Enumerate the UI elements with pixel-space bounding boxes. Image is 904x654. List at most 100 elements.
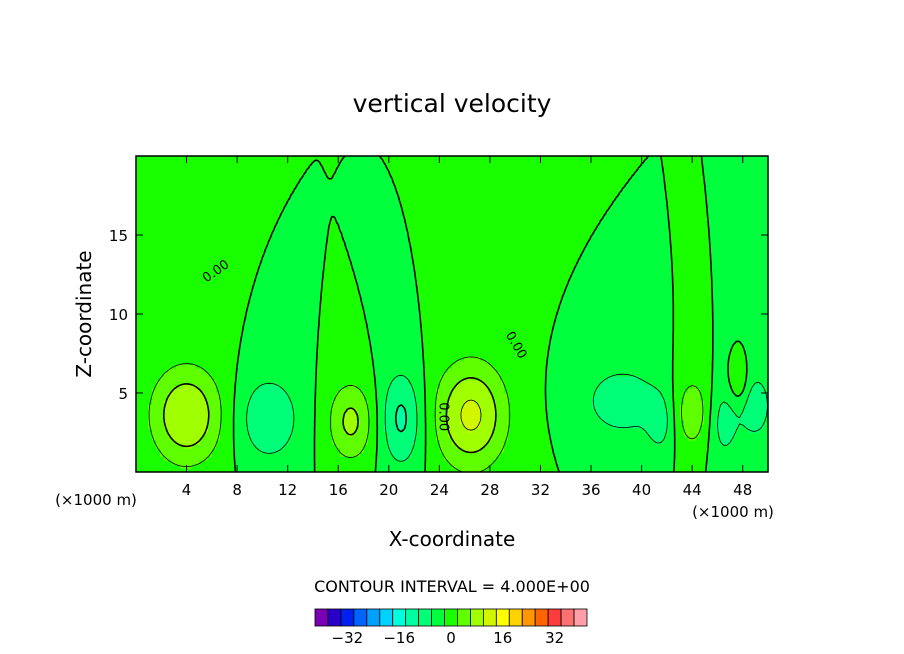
field-cell [368,428,377,433]
x-tick-label: 40 [632,481,651,499]
field-cell [148,416,165,421]
field-cell [232,408,249,413]
field-cell [672,336,713,341]
field-cell [332,436,369,441]
field-cell [192,464,237,469]
field-cell [564,292,673,297]
field-cell [320,164,341,169]
field-cell [136,340,241,345]
field-cell [356,280,417,285]
field-cell [248,412,293,417]
field-cell [136,264,261,269]
field-cell [236,460,317,465]
field-cell [376,412,385,417]
field-cell [548,340,673,345]
field-cell [260,384,281,389]
field-cell [600,416,669,421]
field-cell [360,388,377,393]
field-cell [136,336,241,341]
field-cell [272,236,329,241]
field-cell [316,432,333,437]
field-cell [396,184,625,189]
field-cell [508,412,549,417]
field-cell [340,160,385,165]
field-cell [376,460,425,465]
field-cell [672,468,705,472]
field-cell [548,404,593,409]
field-cell [708,216,768,221]
field-cell [572,276,673,281]
field-cell [332,176,393,181]
field-cell [488,440,505,445]
field-cell [496,416,509,421]
field-cell [392,180,629,185]
field-cell [424,412,437,417]
field-cell [200,440,217,445]
field-cell [136,308,249,313]
field-cell [136,316,245,321]
field-cell [480,412,497,417]
field-cell [136,288,253,293]
field-cell [388,432,417,437]
field-cell [672,364,713,369]
field-cell [208,408,221,413]
field-cell [708,200,768,205]
field-cell [160,452,213,457]
field-cell [136,184,297,189]
field-cell [376,452,393,457]
field-cell [136,332,241,337]
field-cell [368,408,377,413]
field-cell [728,380,745,385]
field-cell [672,392,685,397]
field-cell [164,372,209,377]
field-cell [248,416,293,421]
field-cell [436,404,449,409]
field-cell [424,392,437,397]
field-cell [748,376,768,381]
field-cell [316,344,373,349]
y-axis-label: Z-coordinate [72,250,96,377]
field-cell [316,400,333,405]
field-cell [384,412,397,417]
field-cell [364,304,421,309]
field-cell [192,444,217,449]
field-cell [672,404,681,409]
field-cell [284,204,401,209]
field-cell [616,196,669,201]
field-cell [716,416,765,421]
field-cell [708,428,717,433]
field-cell [220,424,233,429]
field-cell [676,448,709,453]
field-cell [712,352,729,357]
field-cell [684,420,705,425]
field-cell [552,436,653,441]
field-cell [220,420,233,425]
field-cell [316,408,333,413]
field-cell [700,388,713,393]
field-cell [708,244,768,249]
field-cell [708,224,768,229]
field-cell [272,232,329,237]
field-cell [136,448,161,453]
field-cell [252,284,321,289]
field-cell [564,288,673,293]
field-cell [640,164,665,169]
field-cell [348,408,357,413]
field-cell [272,228,329,233]
field-cell [136,192,293,197]
field-cell [740,392,749,397]
field-cell [248,408,293,413]
field-cell [548,412,597,417]
field-cell [316,424,333,429]
field-cell [440,376,469,381]
field-cell [664,400,673,405]
field-cell [136,168,309,173]
field-cell [320,288,361,293]
field-cell [716,424,741,429]
field-cell [164,424,209,429]
field-cell [460,408,481,413]
field-cell [396,456,409,461]
field-cell [248,312,321,317]
field-cell [232,416,249,421]
field-cell [388,164,641,169]
